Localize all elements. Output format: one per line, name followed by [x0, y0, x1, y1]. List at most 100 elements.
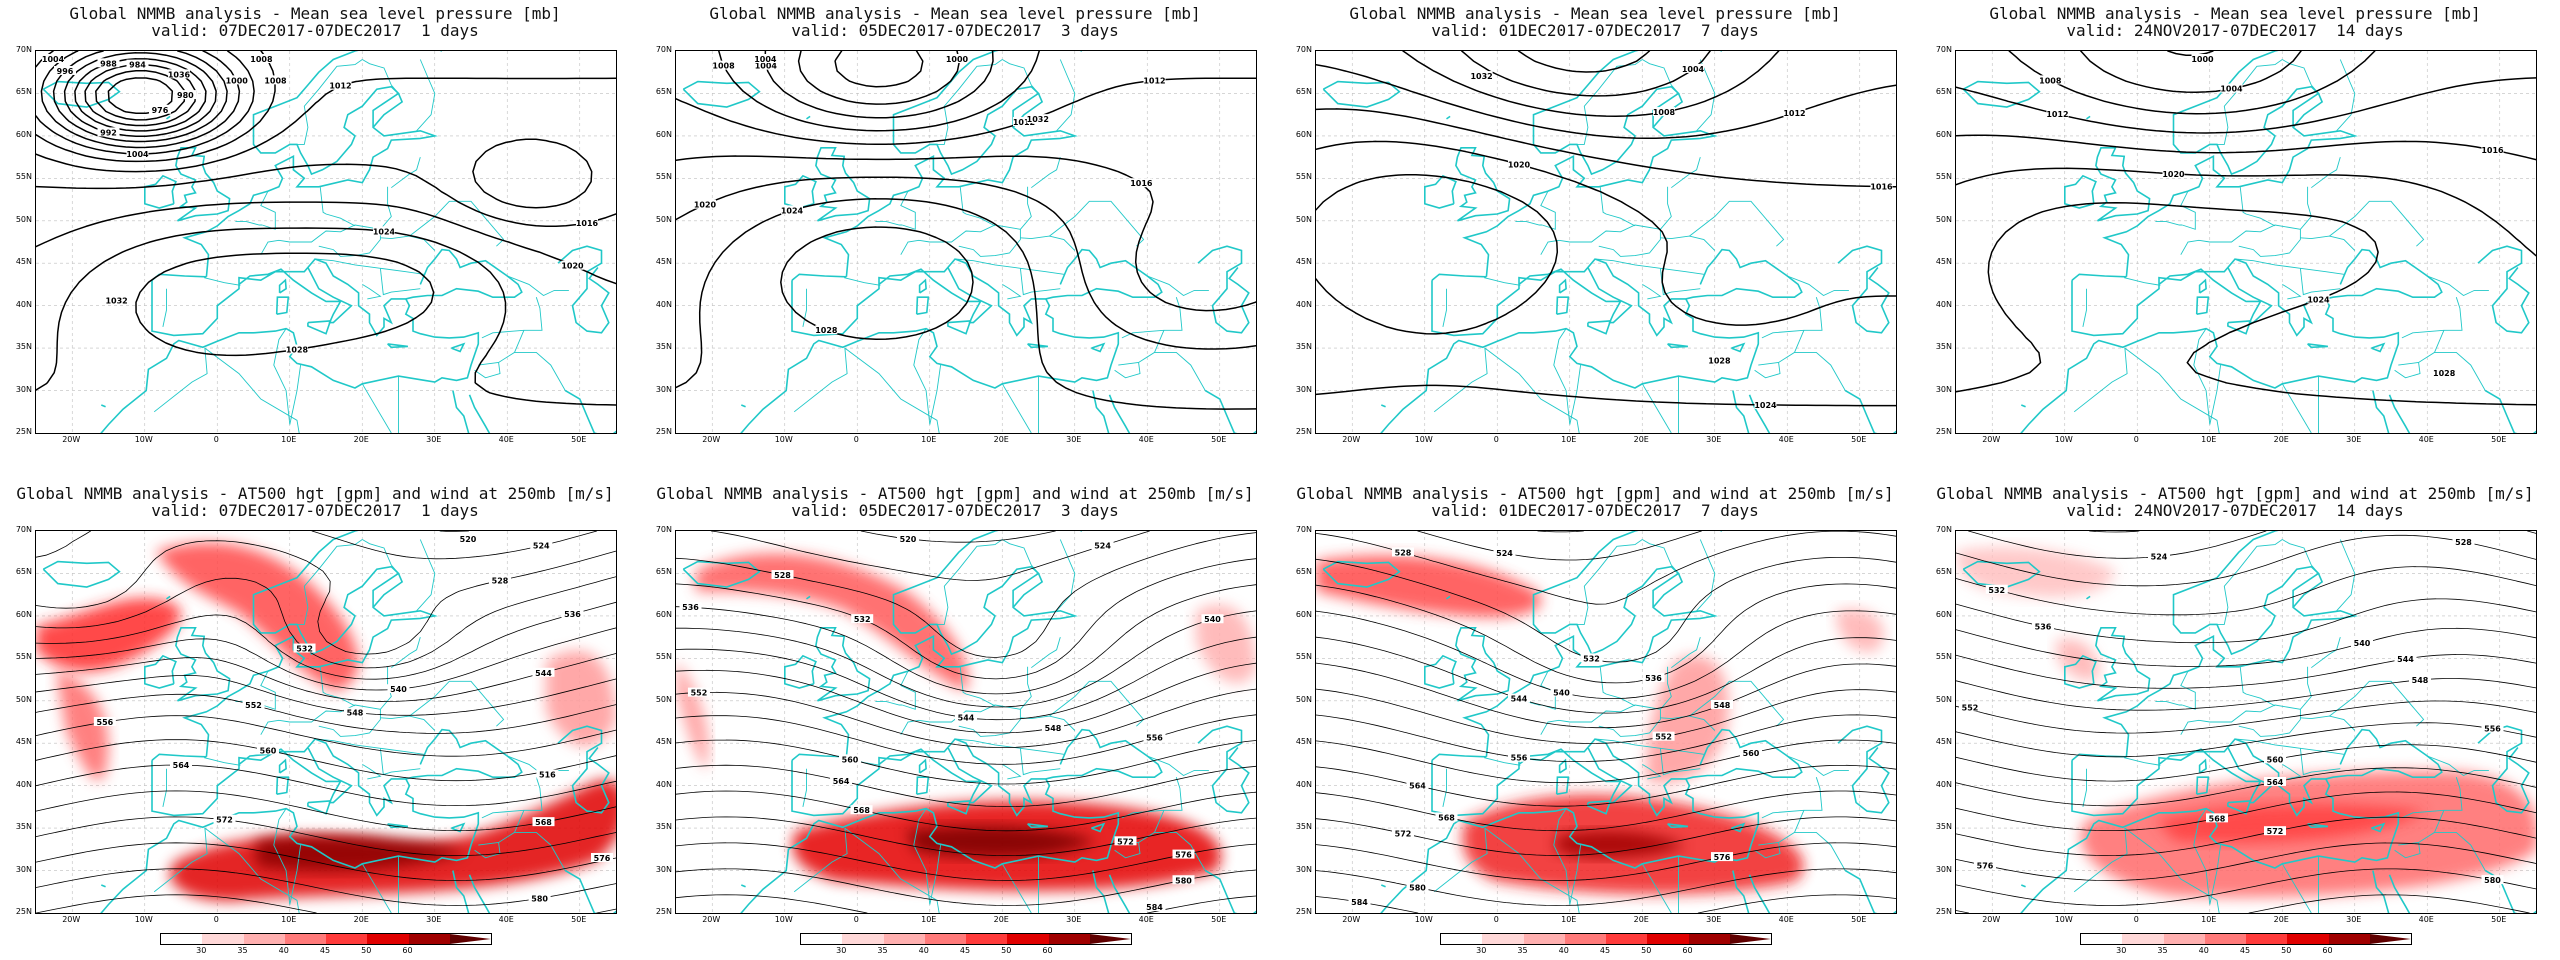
- border: [875, 221, 903, 226]
- isoline: [1956, 598, 2536, 644]
- border: [1569, 539, 1643, 625]
- border: [153, 348, 208, 413]
- wind-shading: [1316, 555, 1884, 895]
- border: [1642, 59, 1679, 94]
- lat-tick-label: 45N: [15, 257, 32, 267]
- isoline: [1316, 688, 1896, 744]
- border: [362, 59, 399, 94]
- label-bg: [2264, 826, 2286, 836]
- label-bg: [851, 614, 874, 624]
- coastlines: [1322, 531, 1896, 913]
- lat-tick-label: 55N: [15, 652, 32, 662]
- coastline: [2086, 115, 2091, 120]
- border: [1659, 268, 1701, 296]
- coastline: [1092, 390, 1110, 433]
- border: [844, 277, 881, 286]
- lon-tick-label: 50E: [2491, 435, 2507, 444]
- panel-valid-period: valid: 01DEC2017-07DEC2017 7 days: [1431, 501, 1759, 520]
- border: [1056, 539, 1076, 612]
- coastline: [1748, 394, 1771, 433]
- isoline: [1316, 842, 1896, 881]
- border: [1147, 275, 1209, 297]
- coastlines: [1962, 51, 2536, 433]
- contour-label: 528: [2455, 538, 2472, 547]
- lon-tick-label: 10W: [2054, 435, 2073, 444]
- border: [2238, 229, 2301, 257]
- label-bg: [225, 75, 248, 85]
- border: [1787, 755, 1849, 777]
- coastline: [1837, 725, 1890, 814]
- border: [2209, 59, 2283, 145]
- lon-tick-label: 20W: [1342, 435, 1361, 444]
- lon-tick-label: 10W: [134, 435, 153, 444]
- label-bg: [2409, 674, 2431, 684]
- lat-tick-label: 70N: [1935, 525, 1952, 534]
- label-bg: [167, 69, 190, 79]
- border: [2300, 235, 2356, 251]
- coastline: [791, 738, 993, 817]
- coastline: [682, 560, 761, 588]
- contour-label: 580: [1409, 883, 1426, 892]
- border: [1433, 828, 1488, 893]
- colorbar-swatch: [1729, 934, 1771, 944]
- border: [955, 738, 1064, 755]
- coastline: [1431, 258, 1633, 337]
- panel-title-line: Global NMMB analysis - AT500 hgt [gpm] a…: [1296, 484, 1894, 503]
- border: [2300, 186, 2312, 230]
- coastline: [166, 595, 171, 600]
- contour-label: 524: [2151, 552, 2168, 561]
- lon-tick-label: 10W: [2054, 915, 2073, 924]
- jet-core: [169, 779, 616, 902]
- isoline: [36, 675, 616, 716]
- isoline: [860, 531, 1056, 543]
- map-area: 1000 1004 1008 1012 1016 1020 1024 1028: [1955, 50, 2537, 434]
- coastline: [1555, 296, 1570, 315]
- coastline: [1748, 874, 1771, 913]
- map-canvas: 992 996 980 976 984 988 1000 1004 1008 1012 1016 10…: [36, 51, 616, 433]
- isoline: [1956, 722, 2536, 758]
- map-area: 524 528 532 536 540 544 548 552 556 560 564 568 572 5…: [1955, 530, 2537, 914]
- border: [204, 757, 241, 766]
- panel-valid-period: valid: 07DEC2017-07DEC2017 1 days: [151, 501, 479, 520]
- lon-tick-label: 20E: [993, 435, 1009, 444]
- coastline: [1732, 870, 1750, 913]
- colorbar-swatch: [883, 934, 925, 944]
- label-bg: [286, 344, 308, 354]
- isoline: [797, 51, 961, 105]
- border: [900, 190, 916, 230]
- contour-label: 576: [1714, 853, 1731, 862]
- border: [1794, 831, 1846, 871]
- lon-tick-label: 40E: [498, 435, 514, 444]
- border: [1020, 666, 1032, 710]
- lon-tick-label: 50E: [1211, 915, 1227, 924]
- coastline: [2102, 531, 2358, 757]
- coastline: [918, 758, 927, 774]
- coastline: [387, 343, 408, 349]
- label-bg: [42, 54, 65, 63]
- border: [2329, 680, 2425, 727]
- coastline: [2102, 51, 2358, 277]
- coastline: [1446, 595, 1451, 600]
- lon-tick-label: 10W: [1414, 915, 1433, 924]
- label-bg: [148, 104, 171, 114]
- border: [958, 709, 1021, 737]
- isoline: [1956, 654, 2536, 689]
- contour-label: 1004: [42, 55, 65, 64]
- contour-label: 1028: [815, 326, 838, 335]
- coastline: [2064, 174, 2097, 209]
- border: [416, 59, 436, 132]
- coastline: [947, 320, 972, 335]
- contour-label: 548: [347, 709, 364, 718]
- lon-tick-label: 20W: [62, 435, 81, 444]
- lat-tick-label: 35N: [1295, 342, 1312, 352]
- contour-label: 1020: [1508, 161, 1531, 170]
- border: [289, 539, 363, 625]
- border: [2124, 757, 2161, 766]
- label-bg: [242, 700, 265, 710]
- border: [1696, 59, 1716, 132]
- contour-labels: 524 528 532 536 540 544 548 552 556 560 564 568 572 5…: [1348, 547, 1762, 907]
- border: [289, 845, 302, 905]
- lat-tick-label: 30N: [15, 864, 32, 874]
- lat-tick-label: 45N: [655, 257, 672, 267]
- lat-tick-label: 70N: [1295, 45, 1312, 54]
